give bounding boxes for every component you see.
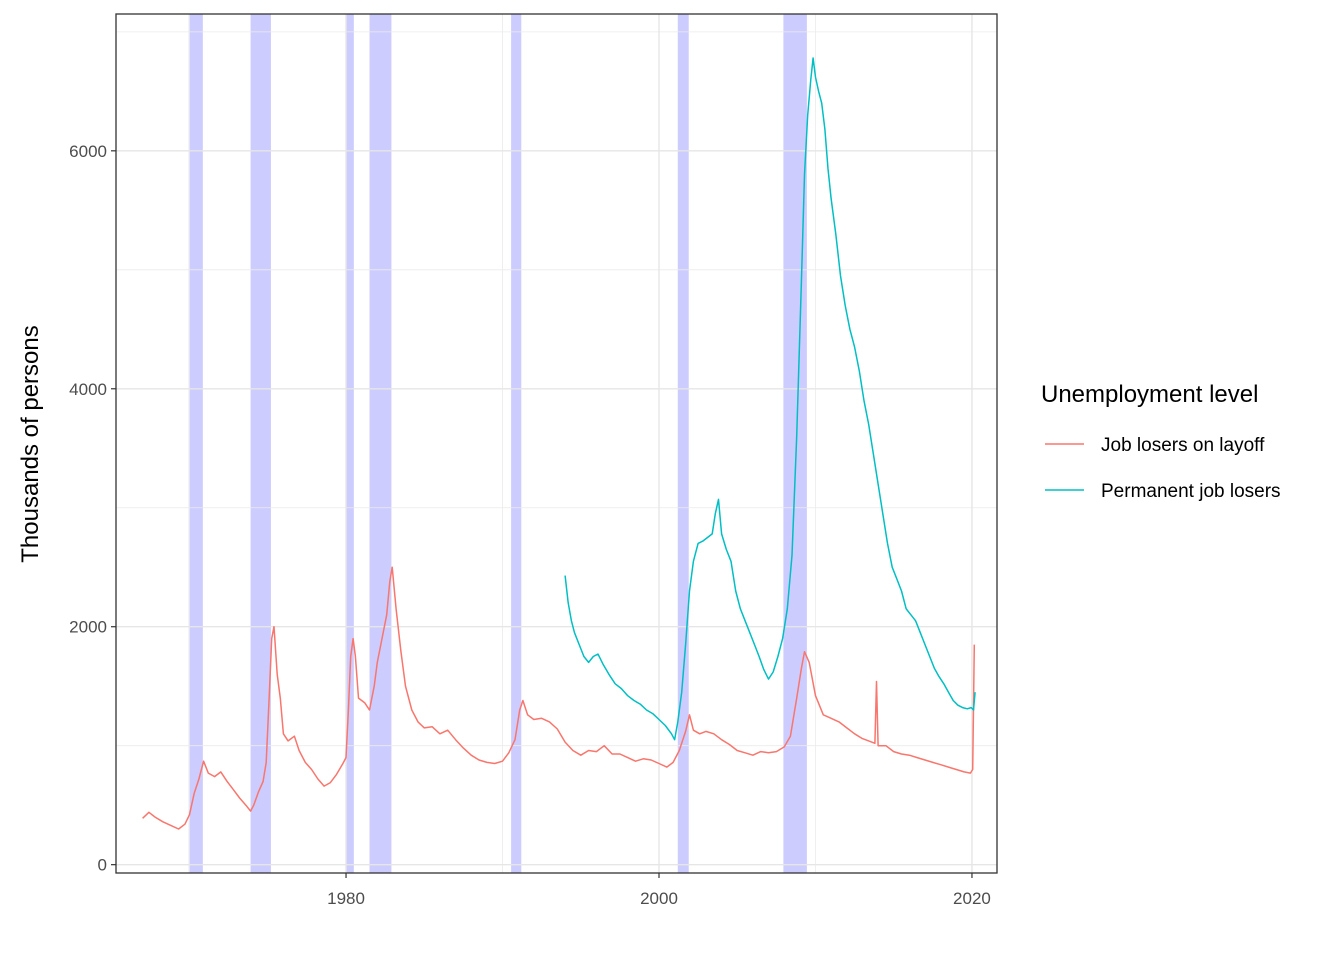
grid-lines xyxy=(116,14,997,873)
legend-items: Job losers on layoff Permanent job losers xyxy=(1045,435,1281,502)
x-tick-label: 1980 xyxy=(327,889,365,908)
series-lines xyxy=(142,57,976,830)
y-tick-label: 4000 xyxy=(69,380,107,399)
recession-band xyxy=(250,14,271,873)
series-line-1 xyxy=(142,566,976,830)
recession-band xyxy=(346,14,354,873)
legend-label: Permanent job losers xyxy=(1101,481,1281,502)
recession-band xyxy=(783,14,807,873)
legend-title: Unemployment level xyxy=(1041,381,1258,408)
recession-bands xyxy=(188,14,807,873)
y-tick-label: 2000 xyxy=(69,618,107,637)
series-line-2 xyxy=(564,57,976,741)
recession-band xyxy=(369,14,392,873)
legend: Unemployment level Job losers on layoff P… xyxy=(1041,381,1281,502)
x-tick-label: 2020 xyxy=(953,889,991,908)
recession-band xyxy=(188,14,203,873)
legend-label: Job losers on layoff xyxy=(1101,435,1265,456)
recession-band xyxy=(677,14,689,873)
recession-band xyxy=(511,14,522,873)
x-tick-label: 2000 xyxy=(640,889,678,908)
axes: 0 2000 4000 6000 1980 2000 2020 xyxy=(69,142,991,908)
y-axis-title: Thousands of persons xyxy=(17,325,44,562)
y-tick-label: 6000 xyxy=(69,142,107,161)
y-tick-label: 0 xyxy=(98,856,107,875)
plot-panel-border xyxy=(115,13,998,874)
